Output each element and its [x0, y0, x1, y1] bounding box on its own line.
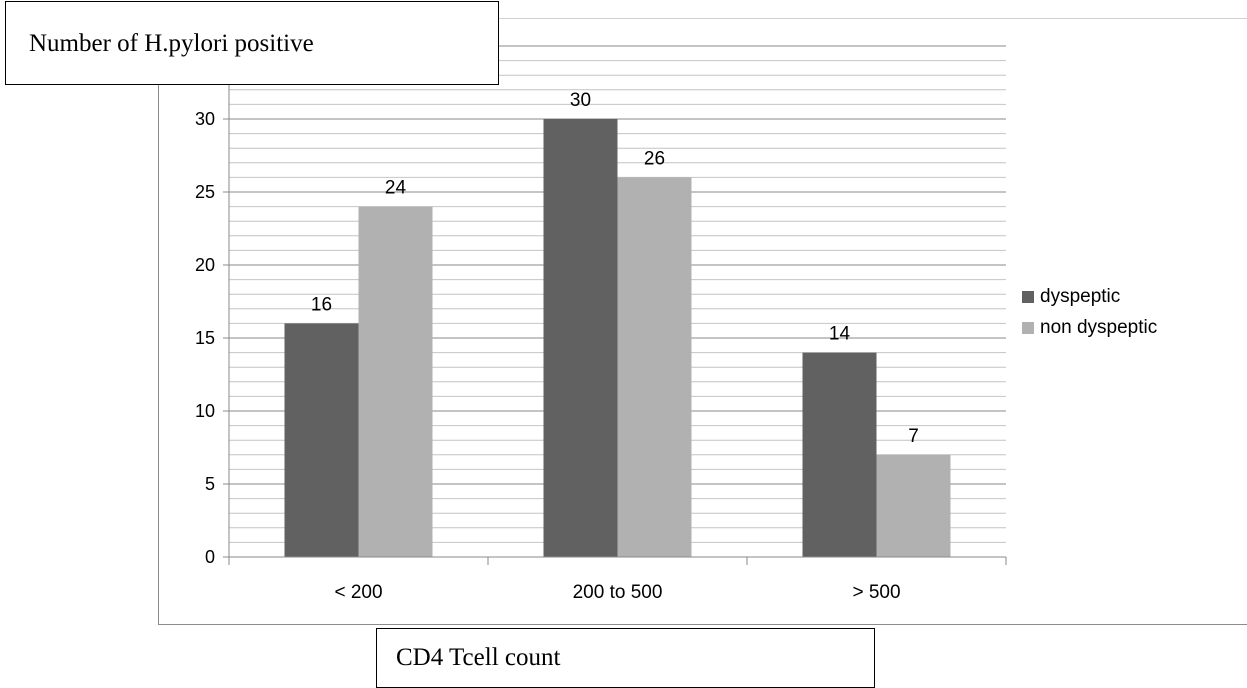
bar-dyspeptic — [284, 323, 359, 557]
y-tick-label: 5 — [205, 474, 215, 494]
legend-item-dyspeptic: dyspeptic — [1022, 284, 1157, 310]
y-tick-label: 30 — [195, 109, 215, 129]
legend-label-non-dyspeptic: non dyspeptic — [1040, 317, 1158, 338]
data-label: 14 — [829, 324, 851, 345]
x-tick-label: > 500 — [852, 582, 900, 603]
data-label: 24 — [385, 178, 407, 199]
chart-area — [158, 18, 1247, 625]
bar-non-dyspeptic — [617, 177, 692, 557]
legend-swatch-dyspeptic — [1022, 291, 1034, 303]
x-axis-title: CD4 Tcell count — [376, 628, 875, 688]
bar-dyspeptic — [802, 352, 877, 557]
bar-dyspeptic — [543, 119, 618, 557]
data-label: 30 — [570, 90, 591, 111]
y-tick-label: 25 — [195, 182, 215, 202]
legend: dyspeptic non dyspeptic — [1022, 284, 1157, 346]
data-label: 7 — [908, 426, 919, 447]
legend-item-non-dyspeptic: non dyspeptic — [1022, 315, 1157, 341]
legend-swatch-non-dyspeptic — [1022, 322, 1034, 334]
legend-label-dyspeptic: dyspeptic — [1040, 286, 1121, 307]
x-tick-label: < 200 — [334, 582, 382, 603]
bar-non-dyspeptic — [358, 206, 433, 557]
y-tick-label: 15 — [195, 328, 215, 348]
y-tick-label: 20 — [195, 255, 215, 275]
data-label: 26 — [644, 148, 665, 169]
y-axis-title: Number of H.pylori positive — [5, 1, 499, 85]
x-tick-label: 200 to 500 — [573, 582, 663, 603]
y-tick-label: 10 — [195, 401, 215, 421]
y-tick-label: 0 — [205, 547, 215, 567]
bar-non-dyspeptic — [876, 454, 951, 557]
data-label: 16 — [311, 294, 332, 315]
